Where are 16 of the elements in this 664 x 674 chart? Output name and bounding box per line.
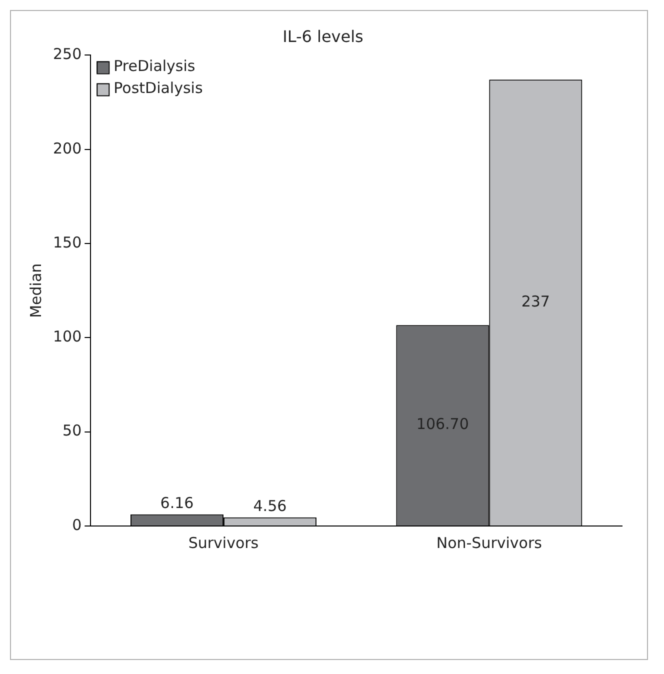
x-tick-label: Survivors xyxy=(188,534,259,552)
y-tick-label: 200 xyxy=(52,139,82,158)
y-tick-label: 100 xyxy=(52,328,82,346)
y-tick-label: 0 xyxy=(72,516,82,534)
legend-label: PreDialysis xyxy=(114,57,196,76)
x-tick-label: Non-Survivors xyxy=(436,534,542,552)
y-axis-title: Median xyxy=(26,263,45,318)
data-label: 237 xyxy=(521,292,550,310)
data-label: 106.70 xyxy=(416,415,469,434)
data-label: 6.16 xyxy=(160,494,194,512)
y-tick-label: 50 xyxy=(62,422,82,440)
chart-title: IL-6 levels xyxy=(282,26,364,46)
legend-label: PostDialysis xyxy=(114,79,203,98)
y-tick-label: 250 xyxy=(52,45,82,64)
y-tick-label: 150 xyxy=(52,233,82,252)
data-label: 4.56 xyxy=(253,496,287,515)
